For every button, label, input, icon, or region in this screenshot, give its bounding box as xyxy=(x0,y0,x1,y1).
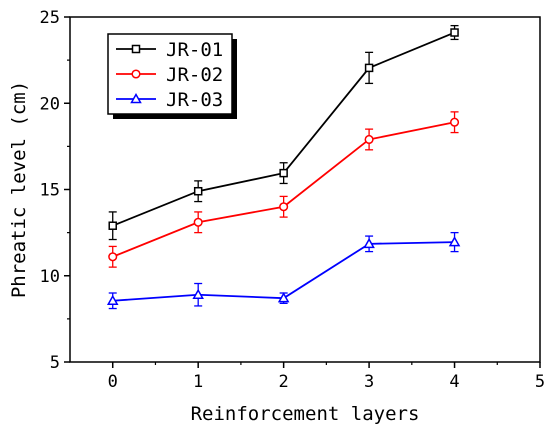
series-line xyxy=(112,241,455,302)
y-tick-label: 20 xyxy=(40,94,60,114)
x-tick-label: 3 xyxy=(364,372,374,392)
axes: 0 1 2 3 4 5 5 10 15 20 25 xyxy=(40,8,546,392)
legend-label: JR-01 xyxy=(166,39,223,61)
legend-marker xyxy=(131,69,141,79)
y-tick-label: 25 xyxy=(40,8,60,28)
x-tick-label: 1 xyxy=(193,372,203,392)
legend-label: JR-03 xyxy=(166,89,223,111)
data-point xyxy=(106,294,119,306)
data-point xyxy=(449,117,460,127)
data-point xyxy=(193,186,203,196)
series-jr-01 xyxy=(108,24,459,241)
plot-area xyxy=(106,24,461,310)
data-point xyxy=(364,63,374,73)
y-tick-label: 10 xyxy=(40,267,60,287)
series-line xyxy=(112,121,455,258)
data-point xyxy=(450,28,459,37)
data-point xyxy=(279,202,289,212)
series-jr-03 xyxy=(106,231,461,310)
legend-marker xyxy=(131,44,141,54)
data-point xyxy=(277,292,290,303)
data-point xyxy=(279,168,288,178)
series-jr-02 xyxy=(108,111,460,268)
legend: JR-01 JR-02 JR-03 xyxy=(107,33,237,119)
legend-marker xyxy=(130,92,142,104)
y-axis-title: Phreatic level (cm) xyxy=(8,81,30,298)
data-point xyxy=(108,221,117,230)
y-tick-label: 5 xyxy=(50,353,60,373)
x-tick-label: 5 xyxy=(535,372,545,392)
x-tick-label: 4 xyxy=(449,372,459,392)
data-point xyxy=(192,288,204,299)
y-tick-label: 15 xyxy=(40,181,60,201)
legend-label: JR-02 xyxy=(166,64,223,86)
data-point xyxy=(364,134,374,145)
data-point xyxy=(448,236,461,247)
x-tick-label: 0 xyxy=(108,372,118,392)
data-point xyxy=(193,217,203,227)
data-point xyxy=(108,252,118,262)
x-axis-title: Reinforcement layers xyxy=(191,403,420,425)
data-point xyxy=(363,237,375,249)
x-tick-label: 2 xyxy=(279,372,289,392)
